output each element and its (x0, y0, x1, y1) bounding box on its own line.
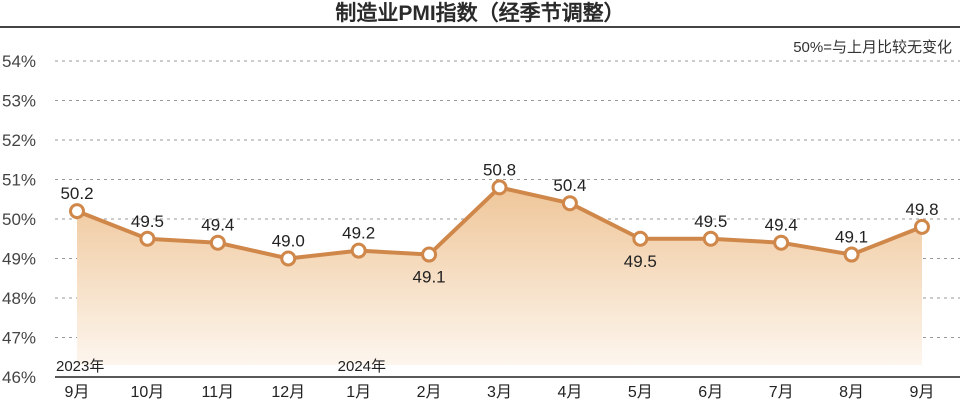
x-tick-label: 4月 (557, 384, 582, 401)
x-tick-label: 10月 (131, 384, 165, 401)
y-tick-label: 52% (2, 131, 36, 150)
data-point (421, 246, 438, 263)
data-label: 49.4 (765, 216, 798, 235)
data-label: 50.2 (60, 184, 93, 203)
data-label: 49.5 (694, 212, 727, 231)
data-label: 49.2 (342, 224, 375, 243)
x-tick-label: 12月 (271, 384, 305, 401)
x-tick-label: 7月 (769, 384, 794, 401)
x-tick-label: 11月 (202, 384, 235, 401)
data-point (491, 179, 508, 196)
y-tick-label: 46% (2, 368, 36, 387)
data-point (702, 230, 719, 247)
data-label: 49.5 (131, 212, 164, 231)
data-point (209, 234, 226, 251)
x-tick-label: 9月 (65, 384, 90, 401)
data-point (773, 234, 790, 251)
x-tick-label: 2月 (417, 384, 442, 401)
y-tick-label: 51% (2, 171, 36, 190)
data-label: 49.5 (624, 252, 657, 271)
data-point (280, 250, 297, 267)
data-label: 49.4 (201, 216, 234, 235)
y-tick-label: 54% (2, 52, 36, 71)
data-label: 49.1 (413, 268, 446, 287)
y-tick-label: 53% (2, 92, 36, 111)
data-label: 49.8 (905, 200, 938, 219)
x-tick-label: 6月 (698, 384, 723, 401)
chart-annotation: 50%=与上月比较无变化 (793, 38, 952, 56)
data-point (843, 246, 860, 263)
y-tick-label: 47% (2, 329, 36, 348)
x-tick-label: 3月 (487, 384, 512, 401)
year-label: 2024年 (338, 358, 386, 375)
data-point (632, 230, 649, 247)
y-tick-label: 49% (2, 250, 36, 269)
data-label: 50.8 (483, 160, 516, 179)
area-fill (77, 187, 922, 365)
data-point (914, 218, 930, 235)
data-point (69, 203, 85, 220)
y-tick-label: 48% (2, 289, 36, 308)
data-label: 50.4 (553, 176, 586, 195)
x-tick-label: 8月 (839, 384, 864, 401)
x-tick-label: 5月 (628, 384, 653, 401)
y-tick-label: 50% (2, 210, 36, 229)
data-label: 49.0 (272, 232, 305, 251)
x-tick-label: 1月 (346, 384, 371, 401)
x-tick-label: 9月 (910, 384, 935, 401)
data-point (139, 230, 156, 247)
year-label: 2023年 (56, 358, 104, 375)
data-label: 49.1 (835, 228, 868, 247)
data-point (561, 195, 578, 212)
data-point (350, 242, 367, 259)
chart-title: 制造业PMI指数（经季节调整） (335, 1, 624, 25)
